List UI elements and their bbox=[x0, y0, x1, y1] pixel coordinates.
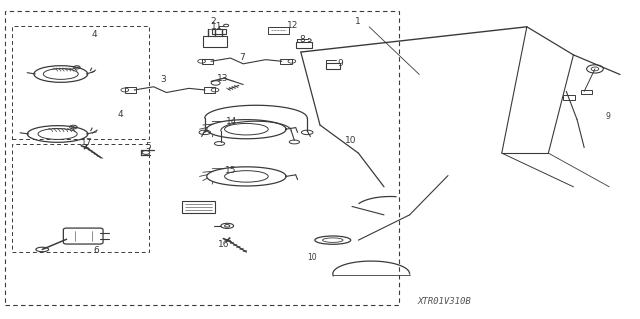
Bar bbox=[580, 90, 592, 94]
Bar bbox=[212, 29, 226, 34]
Text: 6: 6 bbox=[93, 246, 99, 255]
Bar bbox=[563, 95, 575, 100]
Text: 4: 4 bbox=[92, 30, 97, 39]
Bar bbox=[204, 87, 215, 93]
Text: 12: 12 bbox=[287, 21, 298, 30]
Text: 8: 8 bbox=[300, 35, 305, 44]
Text: 10: 10 bbox=[345, 136, 356, 145]
Text: 7: 7 bbox=[239, 53, 244, 62]
Text: 15: 15 bbox=[225, 167, 236, 175]
Text: 5: 5 bbox=[146, 142, 151, 151]
Text: 17: 17 bbox=[81, 138, 93, 147]
Bar bbox=[5, 11, 399, 305]
Text: 1: 1 bbox=[355, 17, 360, 26]
Text: 9: 9 bbox=[605, 112, 611, 122]
Text: 4: 4 bbox=[118, 110, 123, 119]
Text: 3: 3 bbox=[161, 75, 166, 84]
Bar bbox=[268, 27, 289, 34]
Text: 13: 13 bbox=[217, 74, 228, 83]
Bar bbox=[182, 201, 215, 213]
Bar bbox=[296, 42, 312, 48]
Bar bbox=[326, 63, 340, 69]
Bar bbox=[125, 87, 136, 93]
Bar bbox=[202, 59, 213, 64]
Bar bbox=[12, 144, 149, 252]
Bar bbox=[203, 36, 227, 47]
Bar bbox=[280, 59, 292, 64]
Text: XTR01V310B: XTR01V310B bbox=[418, 297, 472, 306]
Text: 11: 11 bbox=[211, 22, 222, 31]
Text: 14: 14 bbox=[226, 117, 237, 126]
Text: 16: 16 bbox=[218, 240, 230, 249]
Bar bbox=[12, 26, 149, 139]
Text: 2: 2 bbox=[211, 17, 216, 26]
Text: 10: 10 bbox=[307, 253, 317, 262]
Text: 9: 9 bbox=[338, 59, 343, 68]
